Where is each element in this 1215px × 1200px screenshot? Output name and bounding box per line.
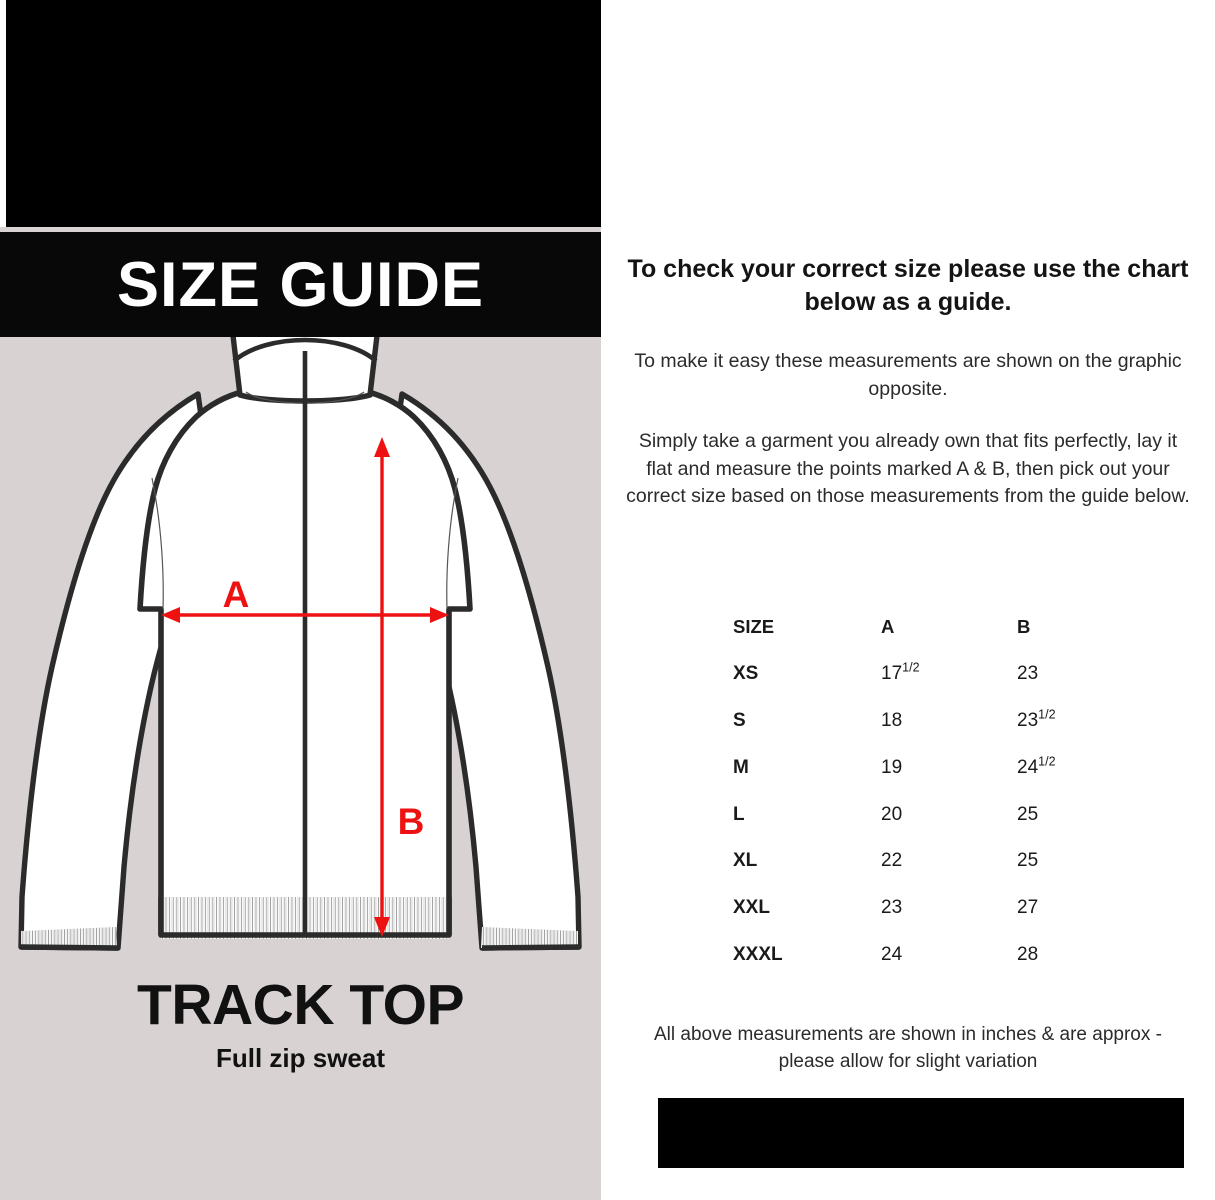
cell-b: 241/2 <box>1017 754 1056 778</box>
fraction-superscript: 1/2 <box>902 660 920 675</box>
right-panel: To check your correct size please use th… <box>601 0 1215 1200</box>
marker-label-b: B <box>398 801 425 842</box>
cell-size: XXL <box>733 897 770 919</box>
cell-a: 23 <box>881 897 903 919</box>
size-chart-table: SIZE A B XS 171/2 23 S 18 231/2 M 19 241/2 L 20 25 X… <box>733 604 1153 978</box>
garment-illustration-panel: A B TRACK TOP Full zip sweat <box>0 337 601 1200</box>
cell-size: XXXL <box>733 943 783 965</box>
column-header-size: SIZE <box>733 616 775 638</box>
hero-image-placeholder <box>6 0 601 227</box>
cell-b: 23 <box>1017 663 1039 685</box>
left-panel: SIZE GUIDE <box>0 0 601 1200</box>
cell-a: 171/2 <box>881 660 920 685</box>
page-title: SIZE GUIDE <box>116 249 485 320</box>
garment-subtitle: Full zip sweat <box>215 1043 386 1073</box>
measurement-arrow-a <box>161 607 449 623</box>
fraction-superscript: 1/2 <box>1038 754 1056 769</box>
cell-size: XS <box>733 663 759 685</box>
cell-b: 28 <box>1017 943 1039 965</box>
measurement-disclaimer: All above measurements are shown in inch… <box>654 1024 1162 1072</box>
cell-size: L <box>733 803 745 825</box>
column-header-a: A <box>881 616 895 638</box>
size-guide-banner: SIZE GUIDE <box>0 232 601 337</box>
column-header-b: B <box>1017 616 1031 638</box>
table-row: XXXL 24 28 <box>733 932 1153 979</box>
cell-size: XL <box>733 850 758 872</box>
cell-b: 25 <box>1017 803 1039 825</box>
fraction-superscript: 1/2 <box>1038 707 1056 722</box>
track-top-illustration: A B <box>0 337 601 997</box>
table-row: M 19 241/2 <box>733 744 1153 791</box>
intro-heading: To check your correct size please use th… <box>627 255 1189 316</box>
cell-b: 27 <box>1017 897 1039 919</box>
cell-b: 231/2 <box>1017 707 1056 731</box>
table-row: XXL 23 27 <box>733 885 1153 932</box>
cell-a: 24 <box>881 943 903 965</box>
marker-label-a: A <box>223 574 250 615</box>
table-row: L 20 25 <box>733 791 1153 838</box>
table-header-row: SIZE A B <box>733 604 1153 651</box>
track-top-technical-drawing: A B <box>18 337 582 951</box>
cell-a: 18 <box>881 709 903 731</box>
measurement-arrow-b <box>374 437 390 937</box>
size-chart-body: XS 171/2 23 S 18 231/2 M 19 241/2 L 20 25 XL 22 25 XXL 2… <box>733 651 1153 979</box>
hero-banner-divider <box>0 227 601 232</box>
cell-a: 20 <box>881 803 903 825</box>
cell-b: 25 <box>1017 850 1039 872</box>
cell-a: 22 <box>881 850 903 872</box>
garment-name: TRACK TOP <box>137 973 464 1037</box>
table-row: XS 171/2 23 <box>733 651 1153 698</box>
table-row: S 18 231/2 <box>733 698 1153 745</box>
table-row: XL 22 25 <box>733 838 1153 885</box>
intro-paragraph-2: Simply take a garment you already own th… <box>626 430 1190 508</box>
cell-size: M <box>733 756 749 778</box>
cell-size: S <box>733 709 746 731</box>
intro-paragraph-1: To make it easy these measurements are s… <box>634 350 1182 400</box>
footer-brand-bar <box>658 1098 1184 1168</box>
cell-a: 19 <box>881 756 903 778</box>
